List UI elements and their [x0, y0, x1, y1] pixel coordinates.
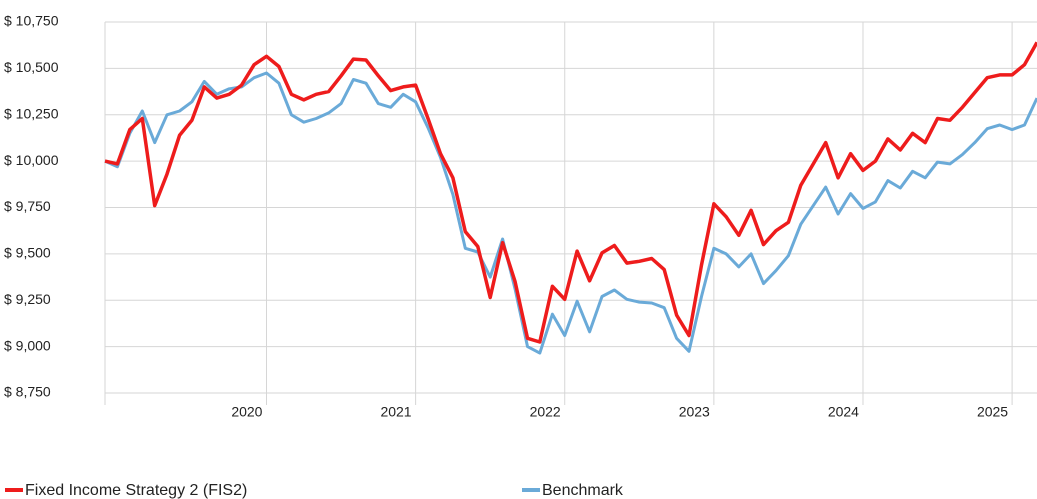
series-line [104, 71, 1037, 355]
y-tick-label: $ 9,500 [4, 245, 51, 261]
legend-label: Benchmark [542, 482, 624, 499]
y-tick-label: $ 10,500 [4, 59, 59, 75]
series-line [104, 41, 1037, 344]
x-tick-label: 2023 [679, 404, 710, 420]
y-tick-label: $ 9,250 [4, 291, 51, 307]
legend-swatch [5, 488, 23, 492]
x-tick-label: 2021 [380, 404, 411, 420]
y-tick-label: $ 10,000 [4, 152, 59, 168]
y-tick-label: $ 8,750 [4, 384, 51, 400]
x-tick-label: 2025 [977, 404, 1008, 420]
x-tick-label: 2020 [231, 404, 262, 420]
y-tick-label: $ 9,000 [4, 337, 51, 353]
legend-label: Fixed Income Strategy 2 (FIS2) [25, 482, 247, 499]
y-tick-label: $ 10,250 [4, 105, 59, 121]
legend-swatch [522, 488, 540, 492]
y-tick-label: $ 10,750 [4, 13, 59, 29]
y-tick-label: $ 9,750 [4, 198, 51, 214]
x-tick-label: 2024 [828, 404, 859, 420]
x-tick-label: 2022 [530, 404, 561, 420]
